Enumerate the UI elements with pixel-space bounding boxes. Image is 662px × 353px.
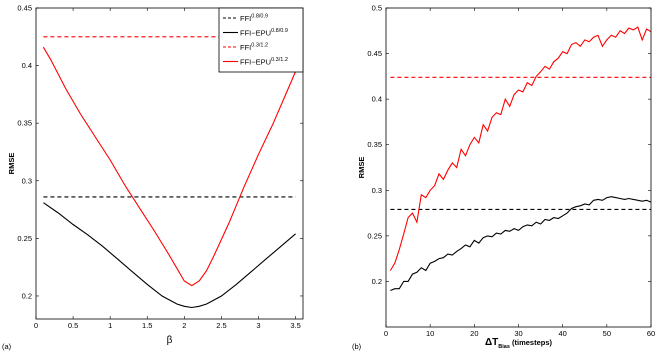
legend-label-2: FFI0.3/1.2 bbox=[240, 43, 268, 53]
panel-b-ytick-label: 0.25 bbox=[367, 231, 382, 240]
panel-a-ytick-label: 0.25 bbox=[17, 234, 32, 243]
panel-a-label: (a) bbox=[2, 342, 12, 351]
panel-a-ytick-label: 0.45 bbox=[17, 4, 32, 13]
panel-a-xtick-label: 2 bbox=[182, 321, 186, 330]
chart-panel-a: 0 0.5 1 1.5 2 2.5 3 3.5 0.2 0.25 0.3 0.35 0.4 0.45 RM… bbox=[2, 4, 304, 351]
legend-label-3: FFI−EPU0.3/1.2 bbox=[240, 57, 288, 67]
legend-label-name: FFI bbox=[240, 43, 251, 52]
panel-a-xtick-label: 0.5 bbox=[68, 321, 78, 330]
panel-b-ylabel: RMSE bbox=[357, 157, 366, 179]
panel-a-ylabel: RMSE bbox=[7, 153, 16, 175]
panel-b-xtick-label: 50 bbox=[603, 329, 611, 338]
panel-b-xtick-label: 30 bbox=[514, 329, 522, 338]
panel-b-xtick-label: 60 bbox=[647, 329, 655, 338]
panel-b-label: (b) bbox=[352, 342, 362, 351]
panel-a-xtick-label: 2.5 bbox=[216, 321, 226, 330]
panel-a-plot-frame bbox=[35, 7, 304, 320]
panel-b-xlabel: ΔTBias (timesteps) bbox=[485, 337, 553, 350]
panel-a-ytick-label: 0.2 bbox=[22, 291, 32, 300]
legend-label-0: FFI0.8/0.9 bbox=[240, 14, 268, 24]
legend: FFI0.8/0.9FFI−EPU0.8/0.9FFI0.3/1.2FFI−EP… bbox=[218, 7, 304, 73]
panel-b-xlabel-main: ΔT bbox=[485, 337, 498, 348]
panel-a-xtick-label: 1.5 bbox=[142, 321, 152, 330]
panel-b-ytick-label: 0.3 bbox=[372, 186, 382, 195]
panel-a-ytick-label: 0.35 bbox=[17, 119, 32, 128]
panel-a-ytick-label: 0.3 bbox=[22, 176, 32, 185]
panel-b-ytick-label: 0.2 bbox=[372, 277, 382, 286]
panel-b-ytick-label: 0.45 bbox=[367, 49, 382, 58]
legend-label-sup: 0.8/0.9 bbox=[271, 28, 288, 34]
legend-label-1: FFI−EPU0.8/0.9 bbox=[240, 28, 288, 38]
panel-b-ytick-label: 0.35 bbox=[367, 140, 382, 149]
panel-a-xtick-label: 3 bbox=[256, 321, 260, 330]
panel-b-ticks: 0 10 20 30 40 50 60 0.2 0.25 0.3 0.35 0.4 0.45 0.5 bbox=[367, 4, 655, 339]
panel-b-xtick-label: 0 bbox=[384, 329, 388, 338]
panel-b-xtick-label: 40 bbox=[558, 329, 566, 338]
panel-b-series bbox=[389, 26, 652, 292]
legend-label-sup: 0.3/1.2 bbox=[251, 43, 268, 49]
panel-b-xlabel-sub: Bias bbox=[498, 344, 510, 350]
panel-a-xtick-label: 1 bbox=[108, 321, 112, 330]
panel-b-series-line-1 bbox=[390, 196, 652, 292]
panel-a-series-line-1 bbox=[43, 202, 296, 309]
legend-label-sup: 0.3/1.2 bbox=[271, 57, 288, 63]
panel-a-xtick-label: 3.5 bbox=[290, 321, 300, 330]
panel-a-series bbox=[42, 36, 297, 309]
panel-b-xtick-label: 20 bbox=[470, 329, 478, 338]
panel-a-xlabel: β bbox=[167, 335, 173, 346]
chart-panel-b: 0 10 20 30 40 50 60 0.2 0.25 0.3 0.35 0.4 0.45 0.5 RM… bbox=[352, 4, 655, 352]
panel-b-xlabel-suffix: (timesteps) bbox=[510, 338, 553, 347]
legend-label-sup: 0.8/0.9 bbox=[251, 14, 268, 20]
panel-b-ytick-label: 0.4 bbox=[372, 95, 382, 104]
panel-a-series-line-3 bbox=[42, 46, 297, 287]
panel-b-xtick-label: 10 bbox=[426, 329, 434, 338]
legend-label-name: FFI bbox=[240, 14, 251, 23]
panel-b-ytick-label: 0.5 bbox=[372, 4, 382, 13]
legend-entries: FFI0.8/0.9FFI−EPU0.8/0.9FFI0.3/1.2FFI−EP… bbox=[223, 14, 288, 67]
panel-a-xtick-label: 0 bbox=[34, 321, 38, 330]
legend-label-name: FFI−EPU bbox=[240, 58, 271, 67]
panel-a-ytick-label: 0.4 bbox=[22, 61, 32, 70]
legend-label-name: FFI−EPU bbox=[240, 29, 271, 38]
panel-b-series-line-3 bbox=[389, 26, 652, 271]
